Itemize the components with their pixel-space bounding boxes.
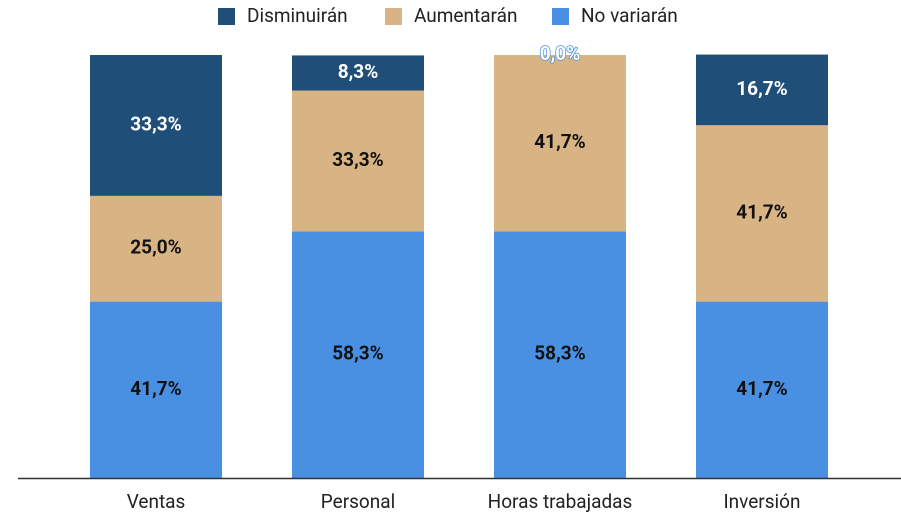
legend-label: Disminuirán xyxy=(247,4,348,27)
value-label: 16,7% xyxy=(736,77,787,100)
value-label: 25,0% xyxy=(130,236,181,259)
value-label: 41,7% xyxy=(534,130,585,153)
value-label: 33,3% xyxy=(130,112,181,135)
bar-segment xyxy=(90,55,222,196)
legend-swatch xyxy=(552,8,569,25)
bar-segment xyxy=(90,195,222,302)
legend-swatch xyxy=(218,8,235,25)
x-tick-label: Ventas xyxy=(127,490,186,513)
value-label: 41,7% xyxy=(130,377,181,400)
legend-label: Aumentarán xyxy=(414,4,517,27)
value-label: 41,7% xyxy=(736,200,787,223)
bar-segment xyxy=(292,231,424,478)
bar-segment xyxy=(90,301,222,478)
value-label: 8,3% xyxy=(338,60,379,83)
value-label: 0,0% xyxy=(540,42,581,65)
bar-segment xyxy=(696,125,828,302)
bar-segment xyxy=(696,301,828,478)
legend-swatch xyxy=(385,8,402,25)
x-tick-label: Inversión xyxy=(723,490,800,513)
value-label: 33,3% xyxy=(332,148,383,171)
x-tick-label: Horas trabajadas xyxy=(488,490,633,513)
bar-segment xyxy=(292,55,424,91)
x-tick-label: Personal xyxy=(321,490,395,513)
bar-segment xyxy=(494,55,626,232)
legend-label: No variarán xyxy=(581,4,678,27)
value-label: 41,7% xyxy=(736,377,787,400)
bar-segment xyxy=(292,90,424,232)
bar-segment xyxy=(696,54,828,126)
bar-segment xyxy=(494,231,626,478)
value-label: 58,3% xyxy=(534,342,585,365)
value-label: 58,3% xyxy=(332,342,383,365)
